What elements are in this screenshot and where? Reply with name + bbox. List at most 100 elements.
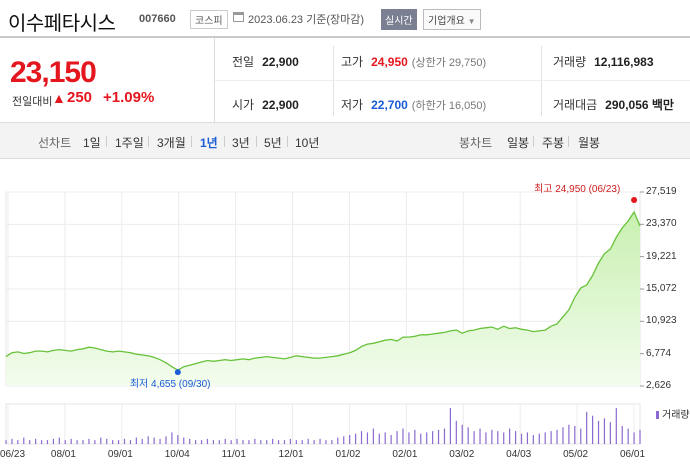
volume-bar — [390, 435, 392, 444]
volume-bar — [639, 429, 641, 444]
high-marker — [631, 197, 638, 204]
volume-bar — [70, 438, 72, 444]
volume-legend: 거래량 — [656, 406, 690, 421]
tab-monthly[interactable]: 월봉 — [578, 136, 601, 150]
volume-bar — [206, 438, 209, 444]
volume-bar — [283, 440, 286, 444]
volume-bar — [597, 420, 600, 444]
volume-bar — [236, 438, 238, 444]
volume-bar — [58, 437, 60, 444]
volume-bar — [313, 440, 315, 444]
volume-bar — [455, 420, 457, 444]
volume-bar — [260, 440, 262, 444]
volume-bar — [491, 429, 493, 444]
change-percent: +1.09% — [103, 89, 155, 106]
volume-bar — [254, 438, 256, 444]
volume-bar — [117, 440, 120, 444]
tab-divider — [568, 136, 569, 147]
volume-bar — [195, 440, 197, 444]
volume-bar — [266, 440, 268, 444]
volume-bar — [408, 432, 410, 444]
y-tick-label: 19,221 — [646, 250, 677, 262]
date-text: 2023.06.23 기준(장마감) — [248, 14, 365, 26]
volume-legend-swatch — [656, 411, 659, 419]
volume-bar — [135, 437, 137, 444]
volume-bar — [485, 432, 487, 444]
tab-10y[interactable]: 10년 — [295, 136, 320, 150]
company-overview-dropdown[interactable]: 기업개요 ▼ — [423, 9, 481, 30]
stat-label: 저가 — [341, 98, 364, 112]
volume-bar — [580, 428, 582, 444]
stat-value: 22,700 — [371, 98, 408, 112]
y-tick-label: 2,626 — [646, 380, 672, 391]
stat-value: 12,116,983 — [594, 55, 654, 69]
volume-bar — [497, 431, 499, 444]
stat-high: 고가 24,950 (상한가 29,750) — [341, 53, 486, 70]
volume-bar — [621, 426, 623, 444]
volume-bar — [46, 440, 49, 444]
tab-divider — [533, 136, 534, 147]
tab-divider — [148, 136, 149, 147]
volume-bar — [100, 437, 102, 444]
tab-divider — [106, 136, 107, 147]
volume-bar — [242, 440, 244, 444]
tab-1w[interactable]: 1주일 — [115, 136, 144, 150]
tab-divider — [287, 136, 288, 147]
volume-bar — [426, 432, 428, 444]
stat-label: 거래량 — [553, 55, 587, 69]
volume-bar — [183, 437, 185, 444]
volume-bar — [354, 433, 357, 444]
tab-1y[interactable]: 1년 — [200, 136, 218, 150]
stat-low: 저가 22,700 (하한가 16,050) — [341, 96, 486, 113]
volume-bar — [366, 432, 369, 444]
candle-chart-label: 봉차트 — [459, 136, 493, 150]
tab-1d[interactable]: 1일 — [83, 136, 101, 150]
volume-legend-label: 거래량 — [662, 410, 690, 421]
stats-row-divider — [215, 80, 690, 81]
volume-bar — [17, 440, 19, 444]
volume-bar — [609, 422, 611, 444]
volume-bar — [76, 440, 78, 444]
volume-bar — [64, 440, 66, 444]
tab-daily[interactable]: 일봉 — [507, 136, 530, 150]
volume-bar — [40, 440, 43, 444]
y-tick-label: 6,774 — [646, 347, 672, 359]
volume-bar — [289, 438, 292, 444]
tab-5y[interactable]: 5년 — [264, 136, 282, 150]
volume-bar — [538, 433, 540, 444]
volume-bar — [301, 440, 303, 444]
tab-3y[interactable]: 3년 — [232, 136, 250, 150]
x-tick-label: 10/04 — [164, 449, 190, 460]
x-tick-label: 11/01 — [221, 449, 246, 460]
low-annotation: 최저 4,655 (09/30) — [129, 379, 211, 391]
x-tick-label: 03/02 — [449, 449, 475, 460]
stat-open: 시가 22,900 — [232, 96, 299, 113]
volume-bar — [591, 415, 594, 444]
volume-bar — [171, 432, 173, 444]
company-overview-label: 기업개요 — [428, 16, 465, 27]
lower-limit: (하한가 16,050) — [411, 100, 487, 112]
tab-divider — [191, 136, 192, 147]
x-tick-label: 09/01 — [107, 449, 133, 460]
chart-tabs-bar: 선차트 1일 1주일 3개월 1년 3년 5년 10년 봉차트 일봉 주봉 월봉 — [0, 122, 690, 159]
volume-bar — [378, 433, 380, 444]
stat-prev-close: 전일 22,900 — [232, 53, 299, 70]
tab-3m[interactable]: 3개월 — [157, 136, 186, 150]
tab-divider — [256, 136, 257, 147]
volume-bar — [562, 427, 564, 444]
tab-divider — [224, 136, 225, 147]
tab-weekly[interactable]: 주봉 — [542, 136, 565, 150]
change-value: 250 — [67, 89, 93, 106]
volume-bar — [479, 428, 481, 444]
volume-bar — [574, 426, 576, 444]
price-line — [5, 210, 641, 371]
x-tick-label: 12/01 — [278, 449, 304, 460]
realtime-button[interactable]: 실시간 — [381, 9, 417, 30]
volume-bar — [449, 408, 451, 444]
volume-bar — [224, 438, 226, 444]
volume-bar — [230, 440, 232, 444]
volume-bar — [189, 438, 191, 444]
chevron-down-icon: ▼ — [467, 17, 476, 26]
stock-header: 이수페타시스 007660 코스피 2023.06.23 기준(장마감) 실시간… — [0, 0, 690, 36]
volume-bar — [544, 432, 546, 444]
